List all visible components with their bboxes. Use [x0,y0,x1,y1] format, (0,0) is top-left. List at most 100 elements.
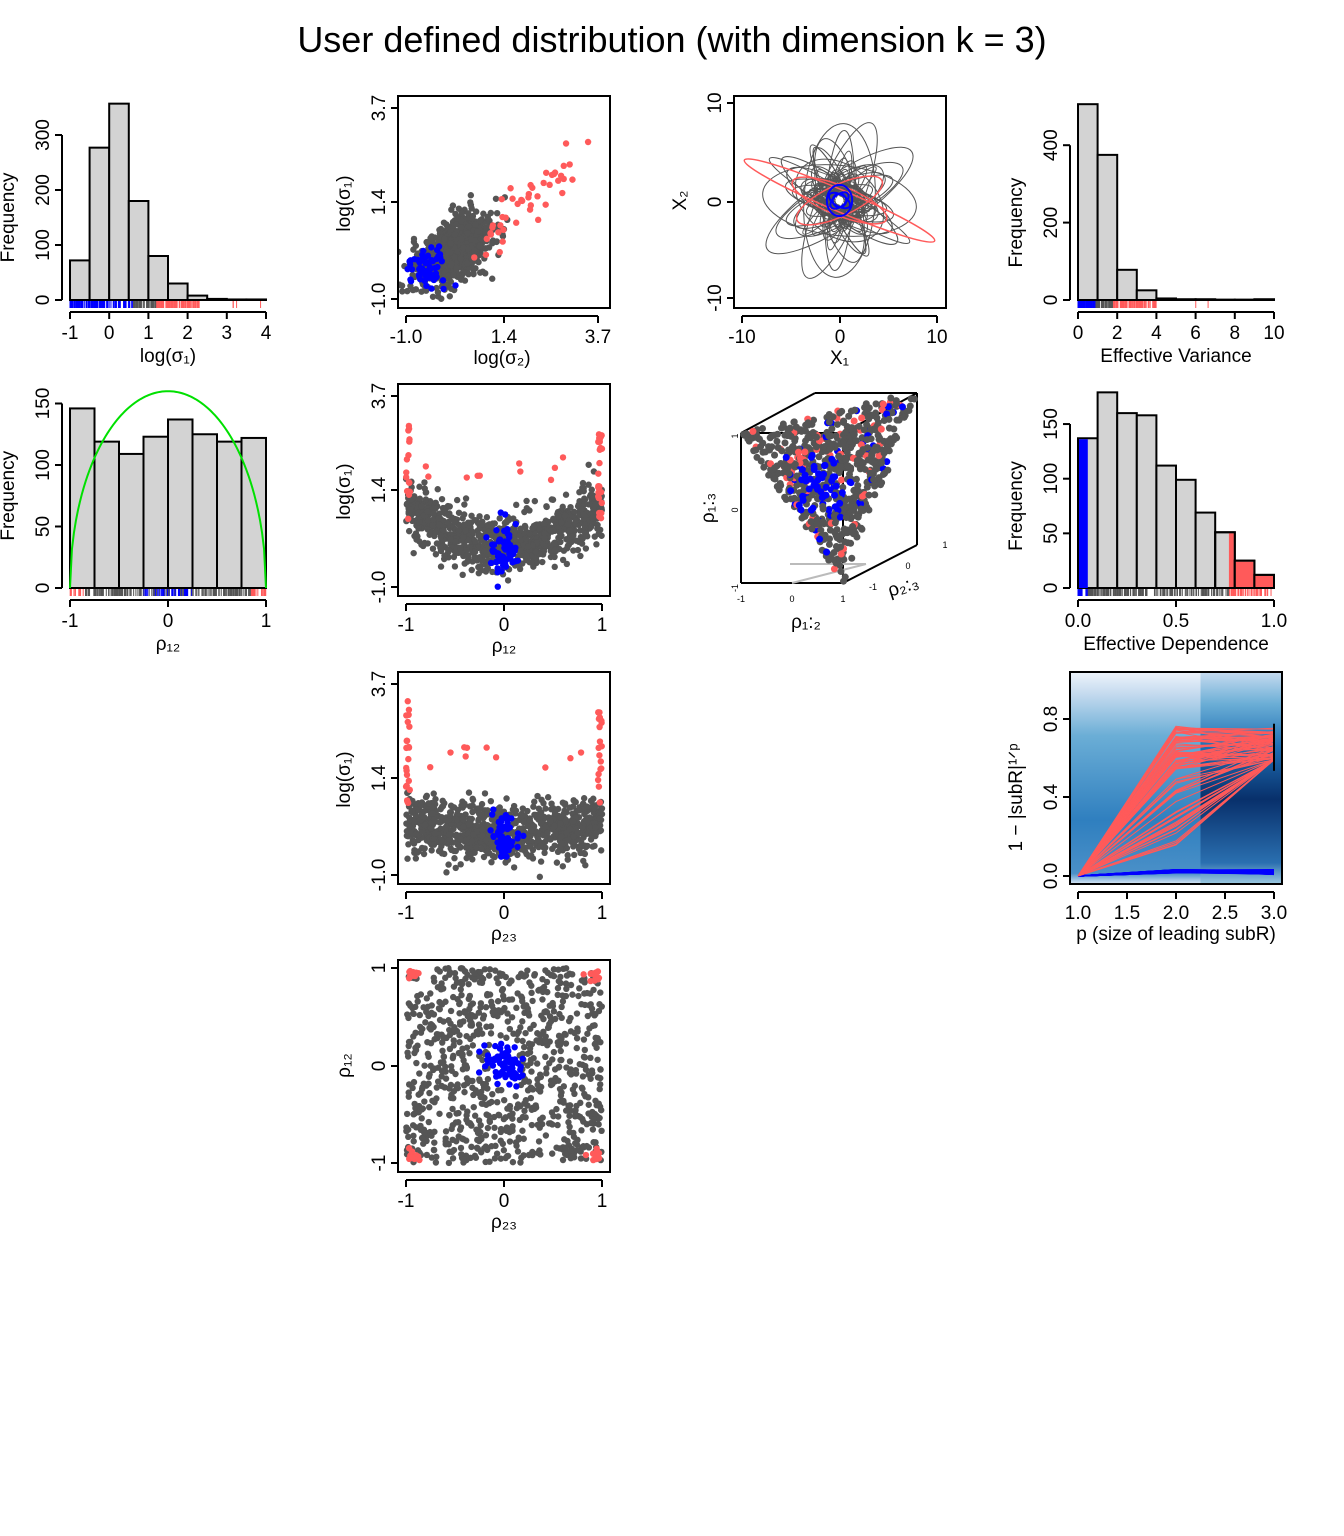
histogram-bar [206,297,228,301]
y-tick-label: 1.4 [369,476,390,503]
data-point [595,483,603,490]
data-point [429,522,436,529]
data-point [572,517,580,525]
data-point [436,819,443,826]
data-point [404,515,412,523]
data-point [406,258,413,265]
x-tick-label: 0 [104,323,115,344]
x-tick-label: -1 [62,323,79,344]
data-point [819,492,827,500]
data-point [837,550,845,558]
data-point [418,812,426,820]
x-tick-label: 10 [1263,323,1284,344]
data-point [900,413,908,421]
data-point [415,525,422,532]
data-point [868,458,876,466]
histogram-bar [69,259,91,301]
data-point [807,518,815,526]
data-point [512,558,519,565]
data-point [437,546,445,554]
data-point [559,454,567,461]
data-point [885,424,893,432]
data-point [503,795,510,802]
data-point [809,429,817,437]
data-point [557,172,565,179]
data-point [857,524,865,532]
data-point [529,184,536,191]
data-point [450,271,457,278]
data-point [505,531,513,539]
data-point [580,857,587,865]
data-point [594,525,601,532]
data-point [432,270,440,277]
histogram-bar [245,298,267,302]
data-point [434,289,442,296]
data-point [494,583,501,590]
data-point [510,807,518,814]
data-point [561,801,569,809]
data-point [546,181,553,189]
data-point [791,437,799,445]
data-point [526,206,534,213]
data-point [439,277,447,284]
data-point [511,528,518,536]
data-point [462,527,469,534]
data-point [807,453,815,461]
data-point [840,555,848,563]
data-point [591,842,598,850]
data-point [567,755,574,762]
data-point [497,824,505,831]
histogram-bar [108,102,130,302]
data-point [595,530,602,538]
data-point [429,293,437,300]
data-point [475,531,482,539]
data-point [405,743,412,751]
data-point [589,514,596,522]
data-point [494,565,501,572]
data-point [865,413,873,421]
data-point [798,466,806,474]
data-point [452,282,459,289]
data-point [569,818,577,825]
y-tick-label: 1 [730,433,740,438]
data-point [465,210,472,217]
histogram-bar [1194,298,1217,302]
data-point [480,814,487,822]
y-tick-label: 0 [1041,583,1062,594]
data-point [484,213,492,221]
data-point [836,533,844,541]
data-point [443,869,450,876]
data-point [595,770,602,778]
figure-title: User defined distribution (with dimensio… [297,19,1046,60]
data-point [826,535,834,543]
data-point [454,215,461,222]
data-point [478,521,485,528]
data-point [461,801,468,809]
data-point [404,798,411,805]
data-point [575,807,583,814]
data-point [555,512,563,520]
data-point [530,523,538,531]
data-point [460,816,467,823]
data-point [460,244,467,251]
data-point [757,443,765,451]
data-point [594,776,602,784]
data-point [832,543,840,551]
data-point [453,496,461,504]
plot-area [398,138,592,302]
data-point [837,568,845,576]
data-point [597,827,605,834]
data-point [468,236,475,243]
data-point [583,817,591,825]
data-point [556,845,564,852]
covariance-ellipse [825,183,854,218]
data-point [846,478,854,486]
data-point [595,489,602,496]
histogram-bar [186,294,209,302]
data-point [577,552,584,560]
data-point [802,427,810,435]
histogram-bar [1175,298,1197,302]
x-tick-label: 0 [163,611,174,632]
histogram-bar [1096,153,1119,301]
